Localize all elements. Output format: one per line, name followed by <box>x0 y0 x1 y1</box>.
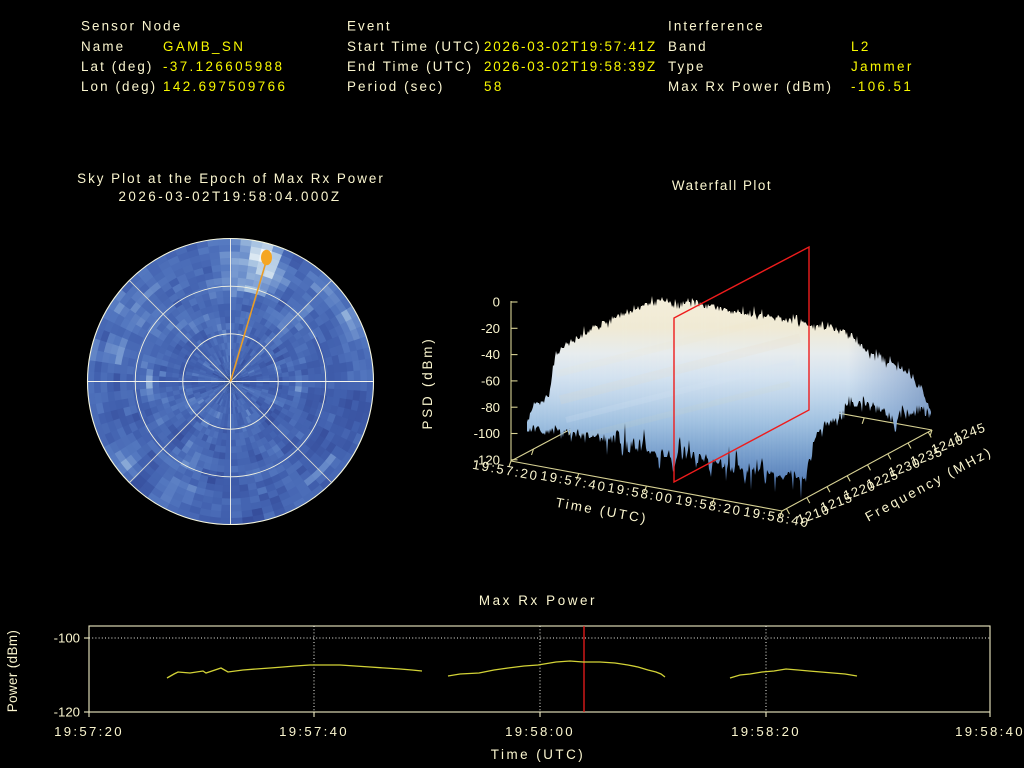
svg-text:-40: -40 <box>481 347 500 362</box>
svg-text:-37.126605988: -37.126605988 <box>163 59 284 74</box>
svg-text:Sensor Node: Sensor Node <box>81 19 182 34</box>
svg-text:Time (UTC): Time (UTC) <box>491 747 585 762</box>
svg-text:19:58:40: 19:58:40 <box>955 724 1024 739</box>
svg-text:-80: -80 <box>481 400 500 415</box>
svg-text:-120: -120 <box>474 452 500 467</box>
svg-text:Sky Plot at the Epoch of Max R: Sky Plot at the Epoch of Max Rx Power <box>77 171 385 186</box>
svg-text:19:58:00: 19:58:00 <box>505 724 575 739</box>
svg-text:Lon (deg): Lon (deg) <box>81 79 157 94</box>
svg-text:Waterfall Plot: Waterfall Plot <box>672 178 772 193</box>
svg-text:Start Time (UTC): Start Time (UTC) <box>347 39 482 54</box>
svg-text:-60: -60 <box>481 374 500 389</box>
svg-text:GAMB_SN: GAMB_SN <box>163 39 245 54</box>
svg-text:-106.51: -106.51 <box>851 79 913 94</box>
svg-text:Max Rx Power (dBm): Max Rx Power (dBm) <box>668 79 833 94</box>
svg-text:2026-03-02T19:58:39Z: 2026-03-02T19:58:39Z <box>484 59 657 74</box>
svg-text:Lat (deg): Lat (deg) <box>81 59 154 74</box>
svg-text:-20: -20 <box>481 321 500 336</box>
svg-text:End Time (UTC): End Time (UTC) <box>347 59 473 74</box>
svg-text:19:57:40: 19:57:40 <box>279 724 349 739</box>
svg-text:L2: L2 <box>851 39 871 54</box>
svg-text:Max Rx Power: Max Rx Power <box>479 593 597 608</box>
svg-text:PSD (dBm): PSD (dBm) <box>420 337 435 430</box>
svg-text:19:57:20: 19:57:20 <box>54 724 124 739</box>
svg-text:Period (sec): Period (sec) <box>347 79 444 94</box>
svg-text:Band: Band <box>668 39 708 54</box>
svg-text:Interference: Interference <box>668 19 765 34</box>
svg-text:-100: -100 <box>474 426 500 441</box>
svg-text:-120: -120 <box>54 705 80 720</box>
svg-text:Name: Name <box>81 39 125 54</box>
svg-text:Event: Event <box>347 19 392 34</box>
svg-text:2026-03-02T19:57:41Z: 2026-03-02T19:57:41Z <box>484 39 657 54</box>
svg-text:2026-03-02T19:58:04.000Z: 2026-03-02T19:58:04.000Z <box>118 189 341 204</box>
svg-text:142.697509766: 142.697509766 <box>163 79 287 94</box>
svg-text:Power (dBm): Power (dBm) <box>5 630 20 713</box>
svg-text:-100: -100 <box>54 631 80 646</box>
svg-text:Jammer: Jammer <box>851 59 914 74</box>
svg-text:0: 0 <box>493 295 500 310</box>
svg-text:19:58:20: 19:58:20 <box>731 724 801 739</box>
svg-text:58: 58 <box>484 79 504 94</box>
svg-text:Type: Type <box>668 59 705 74</box>
